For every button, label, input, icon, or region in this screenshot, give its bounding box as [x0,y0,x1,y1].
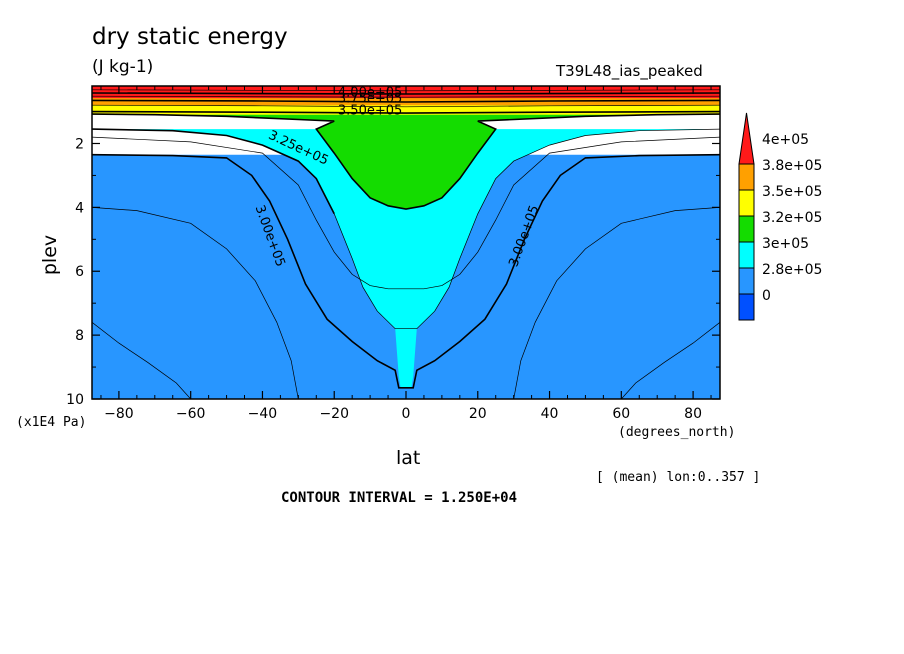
x-tick-label-3: −20 [319,406,349,422]
y-axis-label: plev [39,234,62,276]
units-label: (J kg-1) [92,57,154,77]
y-axis-unit: (x1E4 Pa) [16,415,87,430]
y-tick-label-4: 10 [66,392,84,408]
band-3-region-0 [92,114,720,209]
x-tick-label-5: 20 [469,406,487,422]
legend-swatch-5 [738,267,755,295]
contour-line-6 [92,128,335,215]
legend-swatch-2 [738,189,755,217]
legend-swatch-1 [738,163,755,191]
contour-line-2 [92,207,299,399]
x-tick-label-4: 0 [402,406,411,422]
contour-line-8 [92,113,720,210]
mean-note: [ (mean) lon:0..357 ] [596,470,761,485]
legend-label-4: 3e+05 [762,236,809,252]
legend-label-5: 2.8e+05 [762,262,822,278]
contour-line-9 [92,110,720,114]
contour-interval: CONTOUR INTERVAL = 1.250E+04 [281,490,518,506]
legend-label-2: 3.5e+05 [762,184,822,200]
x-tick-label-1: −60 [176,406,206,422]
y-tick-label-3: 8 [75,328,84,344]
legend-label-3: 3.2e+05 [762,210,822,226]
contour-label-2: 3.50e+05 [338,103,402,118]
contour-line-7 [333,128,720,330]
contour-line-12 [92,95,720,98]
contour-line-1 [621,322,720,399]
contour-line-11 [92,99,720,103]
band-2-region-0 [92,129,720,388]
legend-swatch-0 [738,112,755,165]
chart-title: dry static energy [92,24,288,50]
legend-swatch-3 [738,215,755,243]
x-tick-label-2: −40 [248,406,278,422]
y-tick-label-1: 4 [75,200,84,216]
contour-line-4 [92,153,720,389]
y-tick-label-2: 6 [75,264,84,280]
contour-line-3 [513,207,720,399]
contour-line-10 [92,104,720,108]
contour-line-0 [92,322,191,399]
x-axis-label: lat [396,447,421,469]
y-tick-label-0: 2 [75,136,84,152]
legend-label-6: 0 [762,288,771,304]
legend-swatch-6 [738,293,755,321]
legend-label-1: 3.8e+05 [762,158,822,174]
x-tick-label-8: 80 [684,406,702,422]
x-tick-label-7: 60 [612,406,630,422]
contour-label-0: 4.00e+05 [338,86,402,101]
legend-label-0: 4e+05 [762,132,809,148]
x-axis-unit: (degrees_north) [618,425,736,440]
run-label: T39L48_ias_peaked [556,62,703,80]
plot-area: 4.00e+053.75e+053.50e+053.25e+053.00e+05… [92,86,720,399]
contour-line-5 [92,136,720,290]
x-tick-label-6: 40 [541,406,559,422]
x-tick-label-0: −80 [104,406,134,422]
contour-label-1: 3.75e+05 [338,91,402,106]
legend-swatch-4 [738,241,755,269]
